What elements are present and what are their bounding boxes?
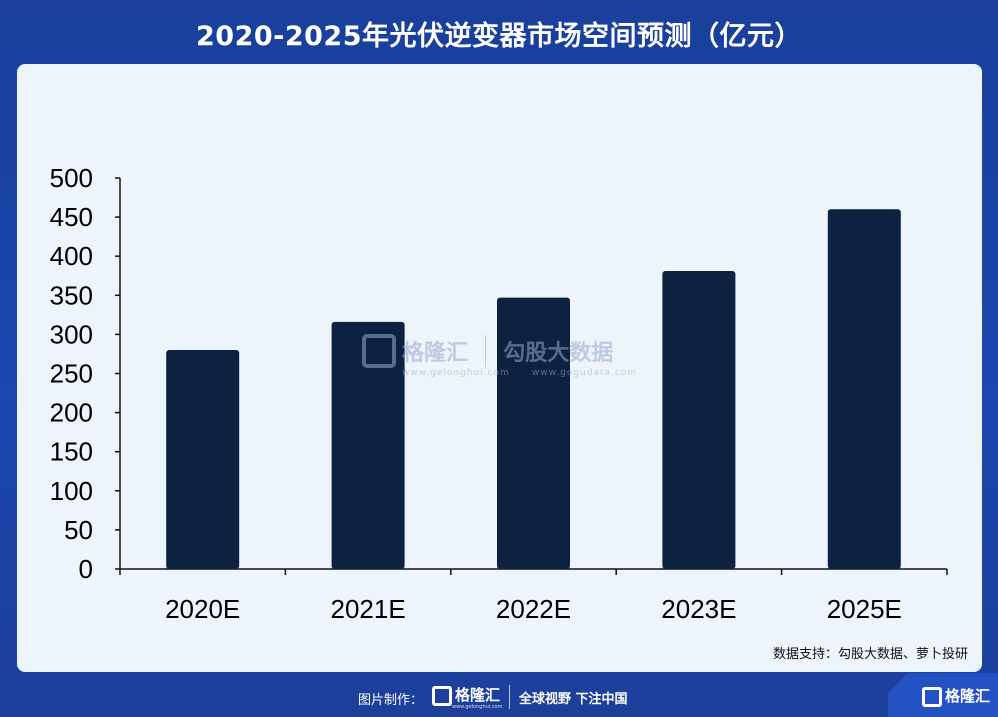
y-tick-label: 200 xyxy=(50,398,93,428)
chart-panel: 0 50 100 150 200 250 300 350 400 450 500 2020E 2021… xyxy=(17,64,982,672)
y-tick-label: 50 xyxy=(64,515,93,545)
made-by-label: 图片制作： xyxy=(358,693,424,708)
bar-2023E xyxy=(662,271,736,569)
footer-divider xyxy=(509,685,510,709)
footer-corner xyxy=(888,673,998,717)
footer-logo-text: 格隆汇 xyxy=(455,686,501,704)
corner-logo: 格隆汇 xyxy=(921,685,990,707)
bar-2022E xyxy=(497,297,570,569)
x-tick-label: 2023E xyxy=(661,594,736,624)
x-tick-label: 2020E xyxy=(165,594,240,624)
footer-logo-url: www.gelonghui.com xyxy=(452,704,503,710)
footer-logo: 格隆汇 xyxy=(432,684,500,706)
y-tick-label: 150 xyxy=(50,437,93,467)
y-tick-label: 500 xyxy=(50,163,93,193)
y-axis: 0 50 100 150 200 250 300 350 400 450 500 xyxy=(50,163,121,584)
gelonghui-logo-icon xyxy=(432,685,452,706)
corner-logo-text: 格隆汇 xyxy=(944,687,990,705)
footer-slogan: 全球视野 下注中国 xyxy=(519,692,628,707)
footer: 图片制作： 格隆汇 www.gelonghui.com 全球视野 下注中国 格隆… xyxy=(0,673,998,717)
bar-chart: 0 50 100 150 200 250 300 350 400 450 500 2020E 2021… xyxy=(50,163,948,624)
bar-2020E xyxy=(166,350,240,569)
y-tick-label: 0 xyxy=(79,554,93,584)
x-tick-label: 2021E xyxy=(331,594,406,624)
gelonghui-logo-icon xyxy=(921,686,942,707)
y-tick-label: 400 xyxy=(50,241,93,271)
x-axis: 2020E 2021E 2022E 2023E 2025E xyxy=(119,568,948,624)
y-tick-label: 450 xyxy=(50,202,93,232)
y-tick-label: 250 xyxy=(50,359,93,389)
y-tick-label: 350 xyxy=(50,280,93,310)
y-tick-label: 100 xyxy=(50,476,93,506)
bar-2021E xyxy=(331,321,405,569)
x-tick-label: 2022E xyxy=(496,594,571,624)
page-title: 2020-2025年光伏逆变器市场空间预测（亿元） xyxy=(196,21,802,52)
data-source-note: 数据支持：勾股大数据、萝卜投研 xyxy=(772,647,968,662)
bar-2025E xyxy=(827,209,901,569)
bar-series xyxy=(166,209,901,569)
x-tick-label: 2025E xyxy=(827,594,902,624)
y-tick-label: 300 xyxy=(50,319,93,349)
